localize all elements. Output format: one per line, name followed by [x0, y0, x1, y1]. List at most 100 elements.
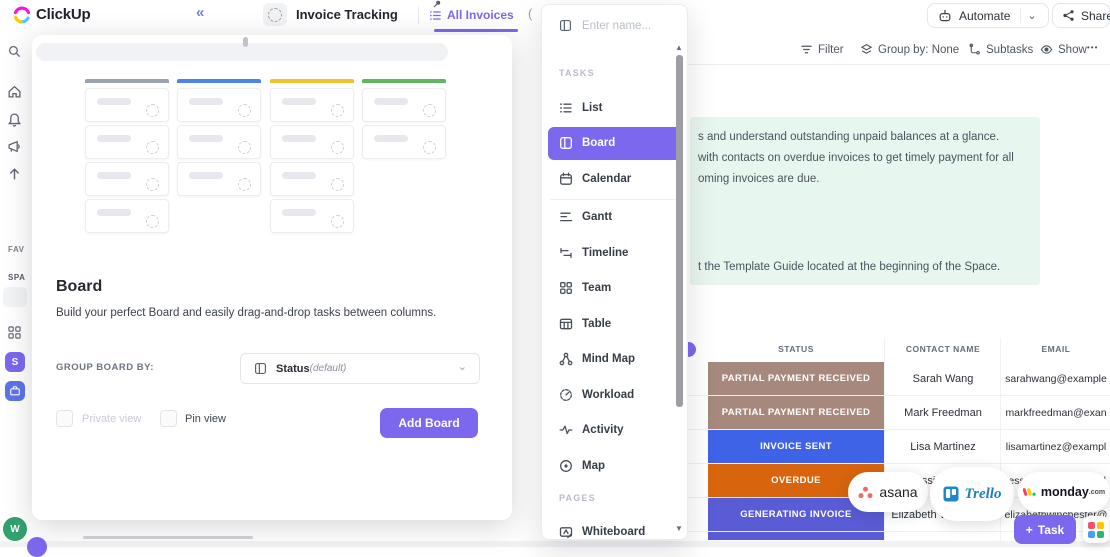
- home-icon[interactable]: [7, 84, 22, 99]
- list-view-icon: [429, 9, 442, 22]
- view-menu-item-mind-map[interactable]: Mind Map: [548, 343, 683, 376]
- column-divider: [1000, 338, 1001, 547]
- view-menu-item-calendar[interactable]: Calendar: [548, 162, 683, 195]
- scroll-up-icon[interactable]: ▲: [675, 43, 683, 52]
- add-board-button[interactable]: Add Board: [380, 408, 478, 438]
- contact-name-cell[interactable]: Lisa Martinez: [910, 440, 976, 453]
- card-avatar-placeholder: [238, 178, 251, 191]
- view-menu-item-team[interactable]: Team: [548, 272, 683, 305]
- view-menu-item-activity[interactable]: Activity: [548, 414, 683, 447]
- clickup-apps-button[interactable]: [1083, 516, 1109, 543]
- apps-grid-icon: [1088, 521, 1104, 538]
- table-header-status: STATUS: [778, 344, 814, 354]
- card-avatar-placeholder: [331, 104, 344, 117]
- view-menu-item-whiteboard[interactable]: Whiteboard: [548, 515, 683, 548]
- view-menu-item-list[interactable]: List: [548, 91, 683, 124]
- preview-column-bar: [270, 79, 354, 83]
- card-avatar-placeholder: [238, 104, 251, 117]
- project-tab-icon[interactable]: [263, 3, 287, 26]
- view-menu-item-workload[interactable]: Workload: [548, 378, 683, 411]
- subtasks-button[interactable]: Subtasks: [968, 43, 1033, 56]
- private-view-checkbox[interactable]: [56, 410, 73, 427]
- map-icon: [559, 459, 573, 473]
- preview-card: [270, 199, 354, 233]
- view-menu-item-gantt[interactable]: Gantt: [548, 201, 683, 234]
- calendar-icon: [559, 172, 573, 186]
- group-by-select[interactable]: Status (default) ⌄: [240, 353, 480, 384]
- scroll-down-icon[interactable]: ▼: [675, 524, 683, 533]
- subtasks-label: Subtasks: [986, 43, 1034, 56]
- upload-arrow-icon[interactable]: [7, 166, 22, 181]
- filter-button[interactable]: Filter: [800, 43, 844, 56]
- group-by-button[interactable]: Group by: None: [860, 43, 959, 56]
- trello-logo-badge[interactable]: Trello: [930, 467, 1014, 521]
- menu-scrollbar-thumb[interactable]: [676, 55, 683, 407]
- group-by-label: Group by: None: [878, 43, 960, 56]
- tab-invoice-tracking[interactable]: Invoice Tracking: [296, 7, 398, 22]
- trello-label: Trello: [964, 485, 1002, 502]
- help-button[interactable]: [27, 537, 47, 557]
- notifications-bell-icon[interactable]: [7, 112, 22, 127]
- preview-card: [270, 88, 354, 122]
- share-icon: [1062, 9, 1075, 22]
- trello-icon: [943, 486, 959, 502]
- search-icon[interactable]: [7, 44, 22, 59]
- user-avatar[interactable]: W: [3, 517, 27, 541]
- modal-search-bar[interactable]: [36, 43, 448, 61]
- table-header-email: EMAIL: [1041, 344, 1071, 354]
- contact-name-cell[interactable]: Sarah Wang: [912, 372, 974, 385]
- filter-icon: [801, 45, 812, 54]
- share-button[interactable]: Share: [1052, 3, 1110, 28]
- card-text-placeholder: [97, 98, 131, 105]
- automate-divider: [1020, 8, 1022, 23]
- view-name-input[interactable]: Enter name...: [582, 20, 652, 32]
- filter-label: Filter: [818, 43, 844, 56]
- automate-button[interactable]: Automate ⌄: [927, 3, 1049, 28]
- card-text-placeholder: [282, 172, 316, 179]
- tab-all-invoices[interactable]: All Invoices: [447, 8, 514, 22]
- email-cell[interactable]: markfreedman@exan: [1005, 406, 1107, 419]
- modal-scrollbar-thumb[interactable]: [243, 37, 248, 47]
- workspace-briefcase-icon[interactable]: [5, 381, 25, 401]
- asana-logo-badge[interactable]: asana: [848, 472, 928, 512]
- email-cell[interactable]: lisamartinez@exampl: [1005, 440, 1107, 453]
- status-badge[interactable]: INVOICE SENT: [708, 430, 884, 463]
- view-menu-item-map[interactable]: Map: [548, 449, 683, 482]
- status-badge[interactable]: PARTIAL PAYMENT RECEIVED: [708, 396, 884, 429]
- card-text-placeholder: [374, 98, 408, 105]
- email-cell[interactable]: sarahwang@example: [1005, 372, 1107, 385]
- automate-chevron-icon[interactable]: ⌄: [1027, 10, 1037, 22]
- board-view-modal: Board Build your perfect Board and easil…: [32, 35, 512, 520]
- group-by-value: Status: [276, 362, 310, 375]
- add-task-button[interactable]: + Task: [1014, 515, 1076, 544]
- megaphone-icon[interactable]: [7, 139, 22, 154]
- view-menu-item-timeline[interactable]: Timeline: [548, 236, 683, 269]
- more-options-button[interactable]: •••: [1087, 43, 1098, 52]
- mind-map-icon: [559, 352, 573, 366]
- collapse-sidebar-button[interactable]: «: [196, 4, 205, 21]
- monday-tld: .com: [1088, 488, 1106, 496]
- card-text-placeholder: [282, 135, 316, 142]
- view-menu-item-label: Gantt: [582, 211, 613, 223]
- preview-card: [362, 125, 446, 159]
- toolbar-divider: [688, 64, 1110, 65]
- clickup-logo-icon[interactable]: [12, 5, 32, 25]
- show-button[interactable]: Show: [1040, 43, 1087, 56]
- pin-view-checkbox[interactable]: [160, 410, 177, 427]
- view-menu-item-board[interactable]: Board: [548, 126, 683, 160]
- preview-card: [270, 125, 354, 159]
- activity-icon: [559, 423, 573, 437]
- row-divider: [688, 531, 1110, 532]
- view-menu-item-table[interactable]: Table: [548, 307, 683, 340]
- horizontal-scrollbar-thumb[interactable]: [83, 536, 253, 539]
- sidebar-item-placeholder[interactable]: [3, 287, 27, 307]
- space-avatar[interactable]: S: [5, 352, 25, 372]
- gantt-icon: [559, 210, 573, 224]
- everything-grid-icon[interactable]: [7, 325, 22, 340]
- contact-name-cell[interactable]: Mark Freedman: [904, 406, 982, 419]
- clickup-brand[interactable]: ClickUp: [36, 6, 91, 23]
- more-options-label: •••: [1087, 43, 1099, 52]
- monday-logo-badge[interactable]: monday .com: [1018, 472, 1110, 512]
- view-menu-item-label: Whiteboard: [582, 525, 646, 538]
- status-badge[interactable]: PARTIAL PAYMENT RECEIVED: [708, 362, 884, 395]
